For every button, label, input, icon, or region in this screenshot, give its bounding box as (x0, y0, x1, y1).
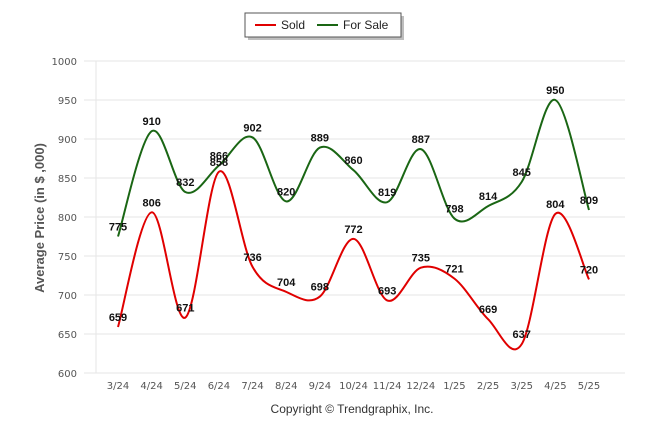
data-label: 819 (378, 187, 396, 199)
y-axis-ticks: 600 650 700 750 800 850 900 950 1000 (52, 57, 77, 380)
series-lines (117, 98, 590, 351)
data-label: 858 (210, 157, 228, 169)
data-label: 721 (445, 264, 463, 276)
legend-for-sale-label: For Sale (343, 18, 389, 32)
x-tick-label: 6/24 (208, 381, 230, 392)
y-tick-label: 600 (58, 369, 77, 380)
x-tick-label: 2/25 (477, 381, 499, 392)
y-tick-label: 700 (58, 291, 77, 302)
y-tick-label: 1000 (52, 57, 77, 68)
series-line-for-sale (117, 98, 590, 237)
x-tick-label: 10/24 (339, 381, 368, 392)
copyright-text: Copyright © Trendgraphix, Inc. (271, 402, 434, 416)
data-label: 910 (142, 116, 160, 128)
data-label: 950 (546, 85, 564, 97)
x-tick-label: 4/25 (544, 381, 566, 392)
data-label: 720 (580, 264, 598, 276)
data-label: 804 (546, 199, 565, 211)
y-tick-label: 850 (58, 174, 77, 185)
x-tick-label: 3/24 (107, 381, 129, 392)
data-label: 772 (344, 224, 362, 236)
y-tick-label: 900 (58, 135, 77, 146)
data-label: 775 (109, 222, 127, 234)
data-label: 698 (311, 282, 329, 294)
data-label: 704 (277, 277, 296, 289)
legend: Sold For Sale (244, 12, 404, 40)
x-tick-label: 8/24 (275, 381, 297, 392)
y-tick-label: 650 (58, 330, 77, 341)
data-label: 887 (412, 134, 430, 146)
data-label: 669 (479, 304, 497, 316)
data-label: 637 (513, 329, 531, 341)
x-tick-label: 4/24 (140, 381, 162, 392)
data-label: 693 (378, 285, 396, 297)
data-label: 866 (210, 151, 228, 163)
x-tick-label: 1/25 (443, 381, 465, 392)
x-tick-label: 12/24 (406, 381, 435, 392)
data-label: 820 (277, 186, 295, 198)
data-label: 809 (580, 195, 598, 207)
y-axis-title: Average Price (in $ ,000) (32, 143, 47, 293)
data-label: 806 (142, 197, 160, 209)
y-tick-label: 800 (58, 213, 77, 224)
data-label: 832 (176, 177, 194, 189)
data-label: 736 (243, 252, 261, 264)
series-line-sold (117, 170, 590, 351)
data-labels: 659 806 671 858 736 704 698 772 693 735 721 669 637 8… (109, 85, 598, 341)
data-label: 814 (479, 191, 498, 203)
x-tick-label: 5/25 (578, 381, 600, 392)
x-tick-label: 9/24 (309, 381, 331, 392)
data-label: 902 (243, 122, 261, 134)
data-label: 671 (176, 303, 194, 315)
data-label: 659 (109, 312, 127, 324)
y-tick-label: 950 (58, 96, 77, 107)
grid-lines (84, 60, 625, 374)
data-label: 798 (445, 204, 463, 216)
x-tick-label: 5/24 (174, 381, 196, 392)
x-tick-label: 11/24 (373, 381, 402, 392)
data-label: 889 (311, 133, 329, 145)
data-label: 735 (412, 253, 430, 265)
legend-sold-label: Sold (281, 18, 305, 32)
x-tick-label: 3/25 (510, 381, 532, 392)
data-label: 845 (513, 167, 531, 179)
data-label: 860 (344, 155, 362, 167)
y-tick-label: 750 (58, 252, 77, 263)
x-axis-ticks: 3/24 4/24 5/24 6/24 7/24 8/24 9/24 10/24 11/24 12… (107, 381, 600, 392)
x-tick-label: 7/24 (241, 381, 263, 392)
